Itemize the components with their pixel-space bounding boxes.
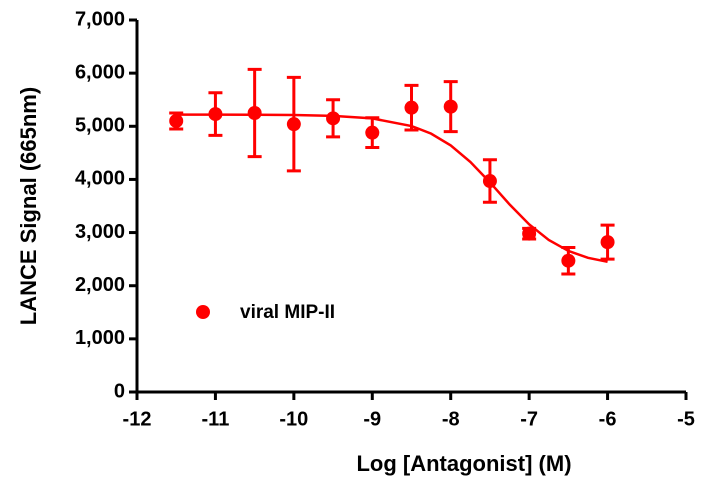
data-point bbox=[522, 226, 537, 241]
x-tick-label: -6 bbox=[599, 408, 617, 430]
y-tick-label: 3,000 bbox=[75, 221, 125, 243]
data-point bbox=[404, 100, 419, 115]
data-point bbox=[600, 235, 615, 250]
x-tick-label: -9 bbox=[363, 408, 381, 430]
data-point bbox=[443, 99, 458, 114]
data-point bbox=[208, 107, 223, 122]
fit-curve bbox=[176, 113, 608, 264]
y-tick-label: 2,000 bbox=[75, 274, 125, 296]
x-tick-label: -5 bbox=[677, 408, 695, 430]
y-tick-label: 1,000 bbox=[75, 327, 125, 349]
data-point bbox=[247, 106, 262, 120]
data-point bbox=[561, 253, 576, 268]
y-tick-label: 7,000 bbox=[75, 8, 125, 30]
x-tick-label: -10 bbox=[279, 408, 308, 430]
y-tick-label: 6,000 bbox=[75, 61, 125, 83]
x-tick-label: -12 bbox=[123, 408, 152, 430]
legend-marker bbox=[196, 305, 210, 319]
data-point bbox=[169, 113, 184, 128]
y-tick-label: 5,000 bbox=[75, 115, 125, 137]
y-tick-label: 4,000 bbox=[75, 168, 125, 190]
x-tick-label: -8 bbox=[442, 408, 460, 430]
data-point bbox=[482, 174, 497, 189]
data-point bbox=[286, 117, 301, 132]
x-tick-label: -11 bbox=[202, 408, 230, 430]
legend-label: viral MIP-II bbox=[240, 302, 335, 323]
data-point bbox=[326, 111, 341, 126]
x-tick-label: -7 bbox=[520, 408, 538, 430]
y-axis-label: LANCE Signal (665nm) bbox=[16, 87, 41, 325]
y-tick-label: 0 bbox=[114, 380, 125, 402]
data-point bbox=[365, 125, 380, 140]
x-axis-label: Log [Antagonist] (M) bbox=[356, 451, 571, 476]
